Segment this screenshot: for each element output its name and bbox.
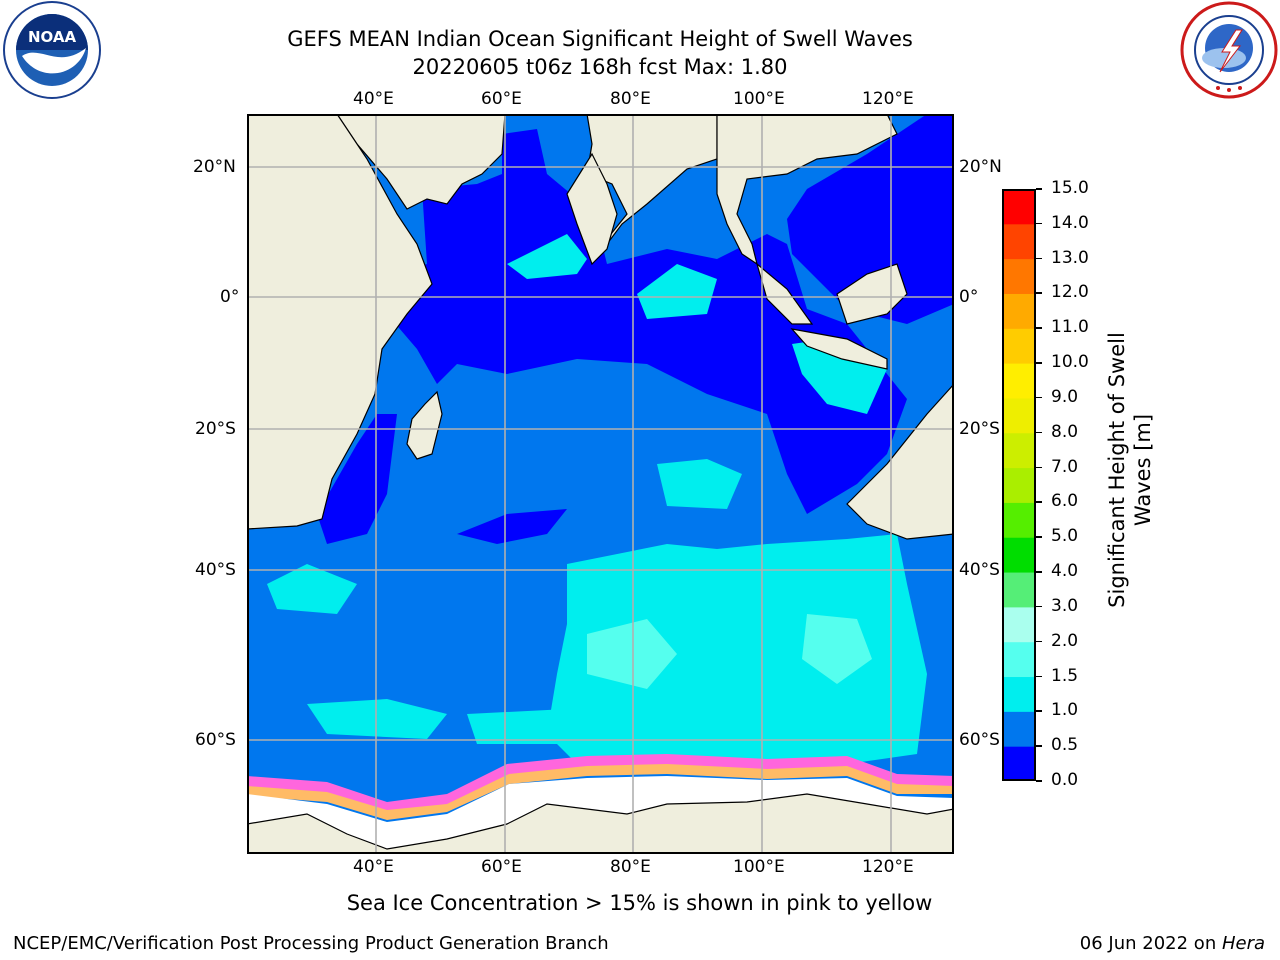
map-panel (247, 114, 954, 854)
colorbar-tick-mark (1036, 536, 1042, 538)
colorbar-tick-label: 3.0 (1051, 595, 1079, 616)
colorbar-tick-mark (1036, 431, 1042, 434)
footer-date-text: 06 Jun 2022 on (1079, 933, 1222, 954)
chart-title-line2: 20220605 t06z 168h fcst Max: 1.80 (412, 55, 788, 79)
colorbar-tick-label: 14.0 (1051, 212, 1089, 233)
lon-tick-top-60e: 60°E (481, 89, 522, 109)
colorbar-tick-mark (1036, 745, 1042, 747)
colorbar-segment (1002, 258, 1036, 294)
colorbar-tick-mark (1036, 571, 1042, 573)
colorbar-tick-label: 7.0 (1051, 456, 1079, 477)
noaa-logo: NOAA (0, 0, 105, 100)
lon-tick-top-40e: 40°E (353, 89, 394, 109)
colorbar-tick-mark (1036, 780, 1042, 782)
colorbar-tick-label: 6.0 (1051, 491, 1079, 512)
colorbar-tick-label: 2.0 (1051, 630, 1079, 651)
colorbar-segment (1002, 676, 1036, 712)
lon-tick-bottom-80e: 80°E (610, 857, 651, 877)
footer-date: 06 Jun 2022 on Hera (1080, 933, 1265, 954)
map-frame (247, 114, 954, 854)
lon-tick-top-100e: 100°E (733, 89, 785, 109)
lat-tick-left-40s: 40°S (195, 560, 236, 580)
colorbar-tick-label: 0.5 (1051, 735, 1079, 756)
colorbar-tick-mark (1036, 466, 1042, 469)
colorbar-tick-mark (1036, 222, 1042, 225)
lon-tick-top-120e: 120°E (862, 89, 914, 109)
colorbar-segment (1002, 711, 1036, 747)
colorbar-tick-mark (1036, 605, 1042, 608)
colorbar-tick-label: 5.0 (1051, 526, 1079, 547)
lon-tick-bottom-60e: 60°E (481, 857, 522, 877)
lat-tick-left-60s: 60°S (195, 730, 236, 750)
colorbar-segment (1002, 746, 1036, 782)
colorbar-tick-label: 1.5 (1051, 665, 1079, 686)
colorbar-segment (1002, 432, 1036, 469)
colorbar-frame (1002, 189, 1036, 781)
lat-tick-right-40s: 40°S (959, 560, 1000, 580)
higher-swell-areas (587, 614, 872, 689)
graticule (247, 114, 954, 854)
colorbar-svg (1002, 189, 1036, 782)
colorbar-tick-label: 10.0 (1051, 352, 1089, 373)
lat-tick-right-20s: 20°S (959, 419, 1000, 439)
low-swell-areas (317, 114, 954, 544)
colorbar-tick-mark (1036, 675, 1042, 678)
moderate-swell-areas (267, 234, 927, 769)
colorbar-tick-label: 15.0 (1051, 178, 1089, 198)
nws-logo (1178, 0, 1280, 100)
colorbar-tick-label: 9.0 (1051, 386, 1079, 407)
colorbar-tick-mark (1036, 640, 1042, 643)
colorbar-tick-mark (1036, 710, 1042, 712)
colorbar-ticks: 0.0 0.5 1.0 1.5 2.0 3.0 4.0 5.0 6.0 7.0 8.0 9.0 10.0… (1036, 178, 1106, 790)
colorbar-segment (1002, 606, 1036, 643)
colorbar (1002, 189, 1036, 782)
lon-tick-top-80e: 80°E (610, 89, 651, 109)
lat-tick-right-0: 0° (959, 287, 979, 307)
colorbar-segment (1002, 223, 1036, 260)
lon-tick-bottom-40e: 40°E (353, 857, 394, 877)
lon-tick-bottom-100e: 100°E (733, 857, 785, 877)
colorbar-tick-mark (1036, 396, 1042, 399)
lat-tick-left-0: 0° (220, 287, 240, 307)
sea-ice-edge-yellow (247, 764, 954, 820)
colorbar-segment (1002, 189, 1036, 225)
colorbar-segment (1002, 537, 1036, 573)
sea-ice-note: Sea Ice Concentration > 15% is shown in … (346, 891, 933, 915)
colorbar-tick-mark (1036, 292, 1042, 294)
colorbar-tick-mark (1036, 327, 1042, 329)
colorbar-tick-label: 0.0 (1051, 770, 1079, 790)
chart-title-line1: GEFS MEAN Indian Ocean Significant Heigh… (287, 27, 913, 51)
lat-tick-right-20n: 20°N (959, 157, 1002, 177)
colorbar-segment (1002, 328, 1036, 364)
map-svg (247, 114, 954, 854)
noaa-logo-text: NOAA (28, 28, 77, 46)
colorbar-segment (1002, 293, 1036, 329)
colorbar-segment (1002, 363, 1036, 399)
colorbar-segment (1002, 641, 1036, 678)
lat-tick-left-20s: 20°S (195, 419, 236, 439)
colorbar-tick-label: 4.0 (1051, 561, 1079, 582)
colorbar-label: Significant Height of Swell Waves [m] (1105, 332, 1155, 608)
colorbar-tick-mark (1036, 188, 1042, 190)
colorbar-segment (1002, 467, 1036, 503)
colorbar-tick-mark (1036, 257, 1042, 260)
colorbar-tick-label: 1.0 (1051, 700, 1079, 721)
colorbar-segment (1002, 397, 1036, 434)
footer-branch: NCEP/EMC/Verification Post Processing Pr… (13, 933, 609, 954)
colorbar-tick-label: 11.0 (1051, 317, 1089, 338)
footer-host: Hera (1221, 933, 1265, 954)
colorbar-tick-mark (1036, 362, 1042, 364)
lat-tick-right-60s: 60°S (959, 730, 1000, 750)
colorbar-tick-label: 8.0 (1051, 421, 1079, 442)
colorbar-tick-mark (1036, 501, 1042, 503)
colorbar-tick-label: 12.0 (1051, 282, 1089, 303)
lon-tick-bottom-120e: 120°E (862, 857, 914, 877)
colorbar-tick-label: 13.0 (1051, 247, 1089, 268)
colorbar-segment (1002, 572, 1036, 608)
colorbar-segment (1002, 502, 1036, 538)
lat-tick-left-20n: 20°N (193, 157, 236, 177)
